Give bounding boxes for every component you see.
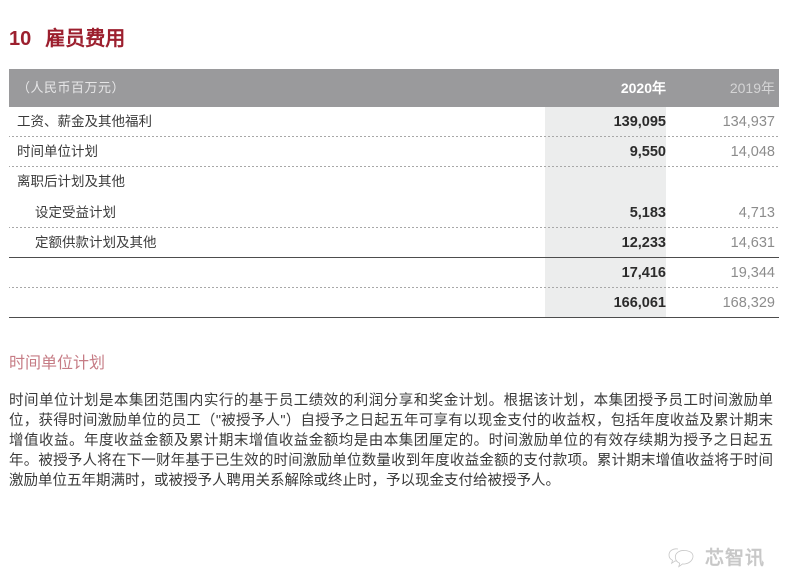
svg-text:芯智讯: 芯智讯 [705, 546, 765, 569]
